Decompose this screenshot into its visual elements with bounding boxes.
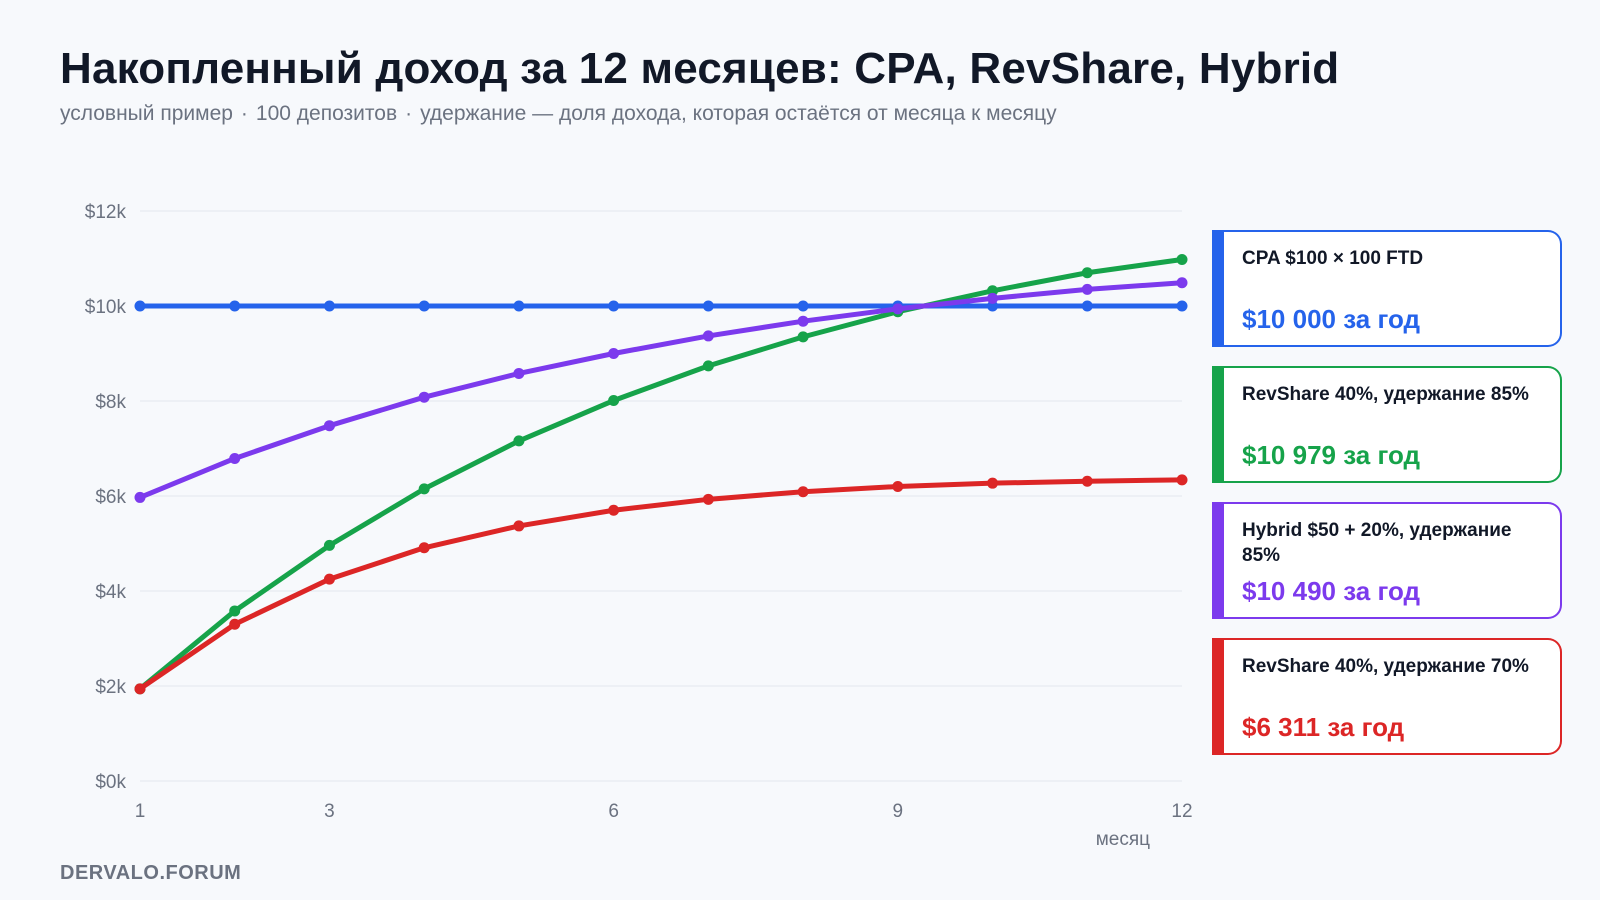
data-point (797, 486, 809, 498)
data-point (418, 300, 430, 312)
y-tick-label: $2k (95, 677, 126, 698)
data-point (1081, 475, 1093, 487)
subtitle-part-retention: удержание — доля дохода, которая остаётс… (420, 102, 1057, 125)
data-point (1176, 300, 1188, 312)
subtitle-part-example: условный пример (60, 102, 233, 125)
data-point (608, 300, 620, 312)
legend-card-hybrid: Hybrid $50 + 20%, удержание 85% $10 490 … (1212, 502, 1562, 619)
legend-card-revshare-70: RevShare 40%, удержание 70% $6 311 за го… (1212, 638, 1562, 755)
data-point (513, 300, 525, 312)
legend-series-total: $10 000 за год (1242, 304, 1421, 334)
legend-series-name: RevShare 40%, удержание 85% (1242, 384, 1529, 405)
series-lines (134, 253, 1188, 695)
series-line (137, 477, 1185, 692)
legend-series-total: $6 311 за год (1242, 712, 1405, 742)
data-point (608, 395, 620, 407)
x-axis-label: месяц (1096, 829, 1150, 850)
data-point (418, 391, 430, 403)
data-point (987, 300, 999, 312)
data-point (702, 300, 714, 312)
x-tick-label: 9 (893, 801, 904, 822)
data-point (702, 330, 714, 342)
data-point (987, 477, 999, 489)
data-point (892, 481, 904, 492)
data-point (702, 493, 714, 505)
data-point (134, 491, 146, 503)
legend-card-revshare-85: RevShare 40%, удержание 85% $10 979 за г… (1212, 366, 1562, 483)
data-point (797, 300, 809, 312)
data-point (134, 683, 146, 695)
data-point (513, 435, 525, 447)
series-line (137, 280, 1185, 500)
y-tick-label: $4k (95, 582, 126, 603)
chart-title: Накопленный доход за 12 месяцев: CPA, Re… (60, 44, 1340, 93)
data-point (513, 367, 525, 379)
data-point (513, 520, 525, 532)
x-axis-ticks: 1 3 6 9 12 (135, 801, 1193, 822)
data-point (987, 285, 999, 297)
subtitle-part-deposits: 100 депозитов (255, 102, 398, 125)
data-point (418, 542, 430, 554)
data-point (1081, 300, 1093, 312)
data-point (987, 292, 999, 304)
data-point (134, 300, 146, 312)
legend-series-total: $10 490 за год (1242, 576, 1421, 606)
data-point (1176, 253, 1188, 265)
chart-subtitle: условный пример · 100 депозитов · удержание … (60, 102, 1057, 126)
data-point (1081, 283, 1093, 295)
x-tick-label: 3 (324, 801, 335, 822)
subtitle-separator: · (240, 102, 248, 125)
data-point (797, 331, 809, 343)
data-point (229, 605, 241, 617)
legend-series-name: Hybrid $50 + 20%, удержание 85% (1242, 520, 1512, 566)
data-point (323, 300, 335, 312)
y-tick-label: $12k (85, 202, 127, 223)
y-tick-label: $8k (95, 392, 126, 413)
data-point (608, 504, 620, 516)
data-point (702, 360, 714, 372)
data-point (608, 348, 620, 359)
data-point (229, 618, 241, 630)
subtitle-separator: · (405, 102, 413, 125)
x-tick-label: 12 (1171, 801, 1192, 822)
x-tick-label: 6 (608, 801, 619, 822)
data-point (323, 573, 335, 585)
legend-card-cpa: CPA $100 × 100 FTD $10 000 за год (1212, 230, 1562, 347)
data-point (1176, 474, 1188, 486)
series-line (137, 256, 1185, 692)
data-point (1176, 277, 1188, 289)
y-axis-ticks: $0k $2k $4k $6k $8k $10k $12k (85, 202, 127, 793)
data-point (229, 452, 241, 464)
footer-brand: DERVALO.FORUM (60, 862, 242, 884)
data-point (323, 420, 335, 432)
data-point (1081, 267, 1093, 279)
legend: CPA $100 × 100 FTD $10 000 за год RevSha… (1212, 230, 1562, 774)
data-point (418, 483, 430, 495)
legend-series-name: CPA $100 × 100 FTD (1242, 248, 1424, 269)
data-point (797, 315, 809, 327)
y-tick-label: $0k (95, 772, 126, 793)
line-chart: $0k $2k $4k $6k $8k $10k $12k 1 3 6 9 12 месяц (85, 202, 1193, 850)
legend-series-name: RevShare 40%, удержание 70% (1242, 656, 1529, 677)
y-tick-label: $6k (95, 487, 126, 508)
x-tick-label: 1 (135, 801, 146, 822)
data-point (229, 300, 241, 312)
y-tick-label: $10k (85, 297, 127, 318)
data-point (323, 539, 335, 551)
legend-series-total: $10 979 за год (1242, 440, 1421, 470)
data-point (892, 303, 904, 315)
